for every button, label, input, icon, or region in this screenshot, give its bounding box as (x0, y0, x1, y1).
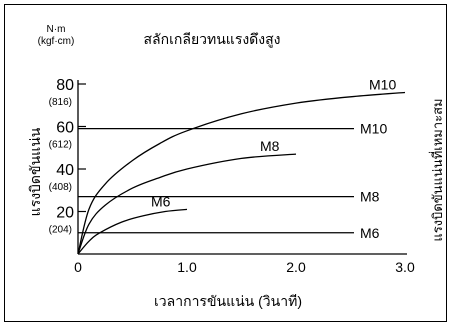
y-tick-label: 20 (56, 205, 74, 222)
y-axis-label-right: แรงบิดขันแน่นที่เหมาะสม (429, 98, 445, 241)
series-curve-m8 (77, 153, 297, 255)
y-tick-sublabel: (816) (49, 97, 72, 108)
chart-title: สลักเกลียวทนแรงดึงสูง (144, 31, 281, 48)
series-label-m8: M8 (260, 138, 280, 154)
y-tick-sublabel: (408) (49, 182, 72, 193)
y-tick-label: 80 (56, 77, 74, 94)
x-tick-label: 3.0 (395, 259, 415, 275)
y-axis-label-left: แรงบิดขันแน่น (27, 127, 43, 216)
x-tick-label: 2.0 (286, 259, 306, 275)
series-curve-m10 (77, 91, 406, 255)
reference-label-m8: M8 (360, 189, 380, 205)
reference-label-m6: M6 (360, 225, 380, 241)
series-label-m10: M10 (369, 77, 396, 93)
x-tick-label: 0 (74, 259, 82, 275)
y-tick-label: 40 (56, 162, 74, 179)
y-tick-sublabel: (612) (49, 140, 72, 151)
y-tick-label: 60 (56, 120, 74, 137)
series-label-m6: M6 (151, 193, 171, 209)
series-curve-m6 (77, 208, 188, 255)
y-tick-sublabel: (204) (49, 225, 72, 236)
x-tick-label: 1.0 (177, 259, 197, 275)
x-axis-label: เวลาการขันแน่น (วินาที) (154, 293, 302, 309)
reference-label-m10: M10 (360, 121, 387, 137)
unit-top: N·m (47, 24, 66, 35)
unit-sub: (kgf·cm) (38, 36, 75, 47)
